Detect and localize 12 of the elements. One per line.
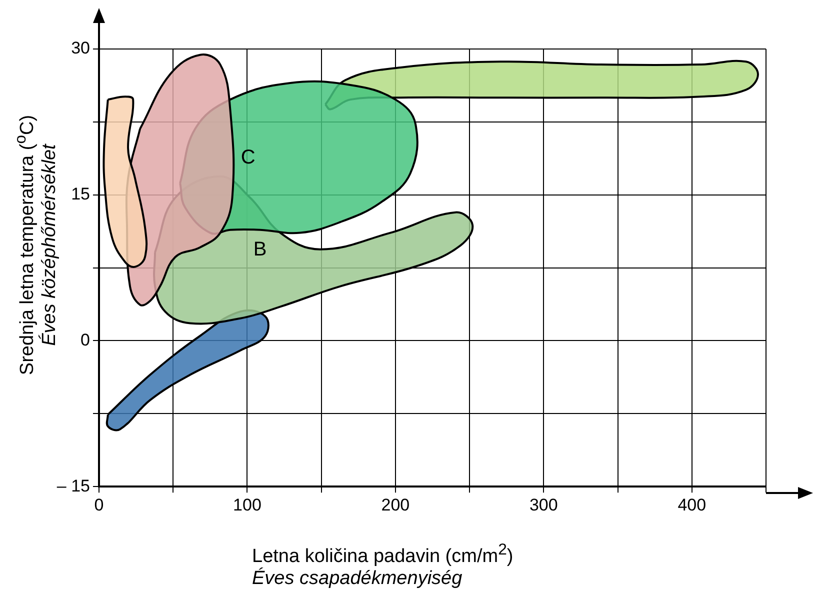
x-tick-label: 0 xyxy=(94,495,104,514)
series-label: C xyxy=(240,146,256,168)
y-tick-label: – 15 xyxy=(56,476,90,496)
x-tick-label: 200 xyxy=(381,495,410,514)
y-tick-label: 0 xyxy=(80,330,90,350)
text: Letna količina padavin (cm/m$^{2}$) Éves csapadékmenyiség xyxy=(252,542,514,590)
x-tick-label: 100 xyxy=(233,495,262,514)
x-tick-label: 400 xyxy=(678,495,706,514)
x-tick-label: 300 xyxy=(529,495,558,514)
series-label: B xyxy=(253,238,267,260)
y-tick-label: 30 xyxy=(71,38,90,58)
y-tick-label: 15 xyxy=(71,184,90,204)
